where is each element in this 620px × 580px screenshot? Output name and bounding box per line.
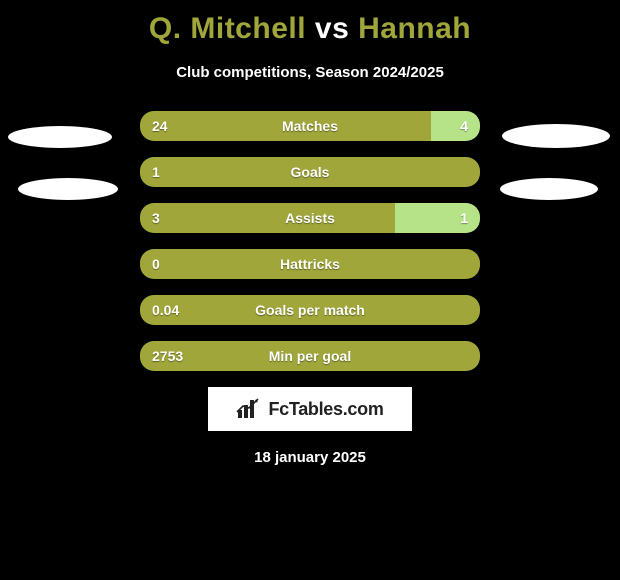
stat-bar-row: 244Matches — [140, 111, 480, 141]
title-player1: Q. Mitchell — [149, 12, 306, 45]
bar-label: Hattricks — [140, 249, 480, 279]
title-vs: vs — [315, 12, 349, 45]
logo-text: FcTables.com — [268, 399, 383, 420]
bar-label: Goals per match — [140, 295, 480, 325]
decorative-ellipse — [8, 126, 112, 148]
decorative-ellipse — [18, 178, 118, 200]
stat-bar-row: 2753Min per goal — [140, 341, 480, 371]
bar-label: Assists — [140, 203, 480, 233]
page-title: Q. Mitchell vs Hannah — [0, 0, 620, 46]
stat-bars: 244Matches 1Goals 31Assists 0Hattricks 0.04G… — [140, 111, 480, 371]
date-text: 18 january 2025 — [0, 449, 620, 466]
decorative-ellipse — [502, 124, 610, 148]
stat-bar-row: 0Hattricks — [140, 249, 480, 279]
logo-badge: FcTables.com — [208, 387, 412, 431]
bar-label: Goals — [140, 157, 480, 187]
title-player2: Hannah — [358, 12, 471, 45]
stat-bar-row: 31Assists — [140, 203, 480, 233]
bar-label: Min per goal — [140, 341, 480, 371]
logo-icon — [236, 398, 262, 420]
stat-bar-row: 1Goals — [140, 157, 480, 187]
decorative-ellipse — [500, 178, 598, 200]
stat-bar-row: 0.04Goals per match — [140, 295, 480, 325]
main-content: 244Matches 1Goals 31Assists 0Hattricks 0.04G… — [0, 111, 620, 371]
bar-label: Matches — [140, 111, 480, 141]
subtitle: Club competitions, Season 2024/2025 — [0, 64, 620, 81]
